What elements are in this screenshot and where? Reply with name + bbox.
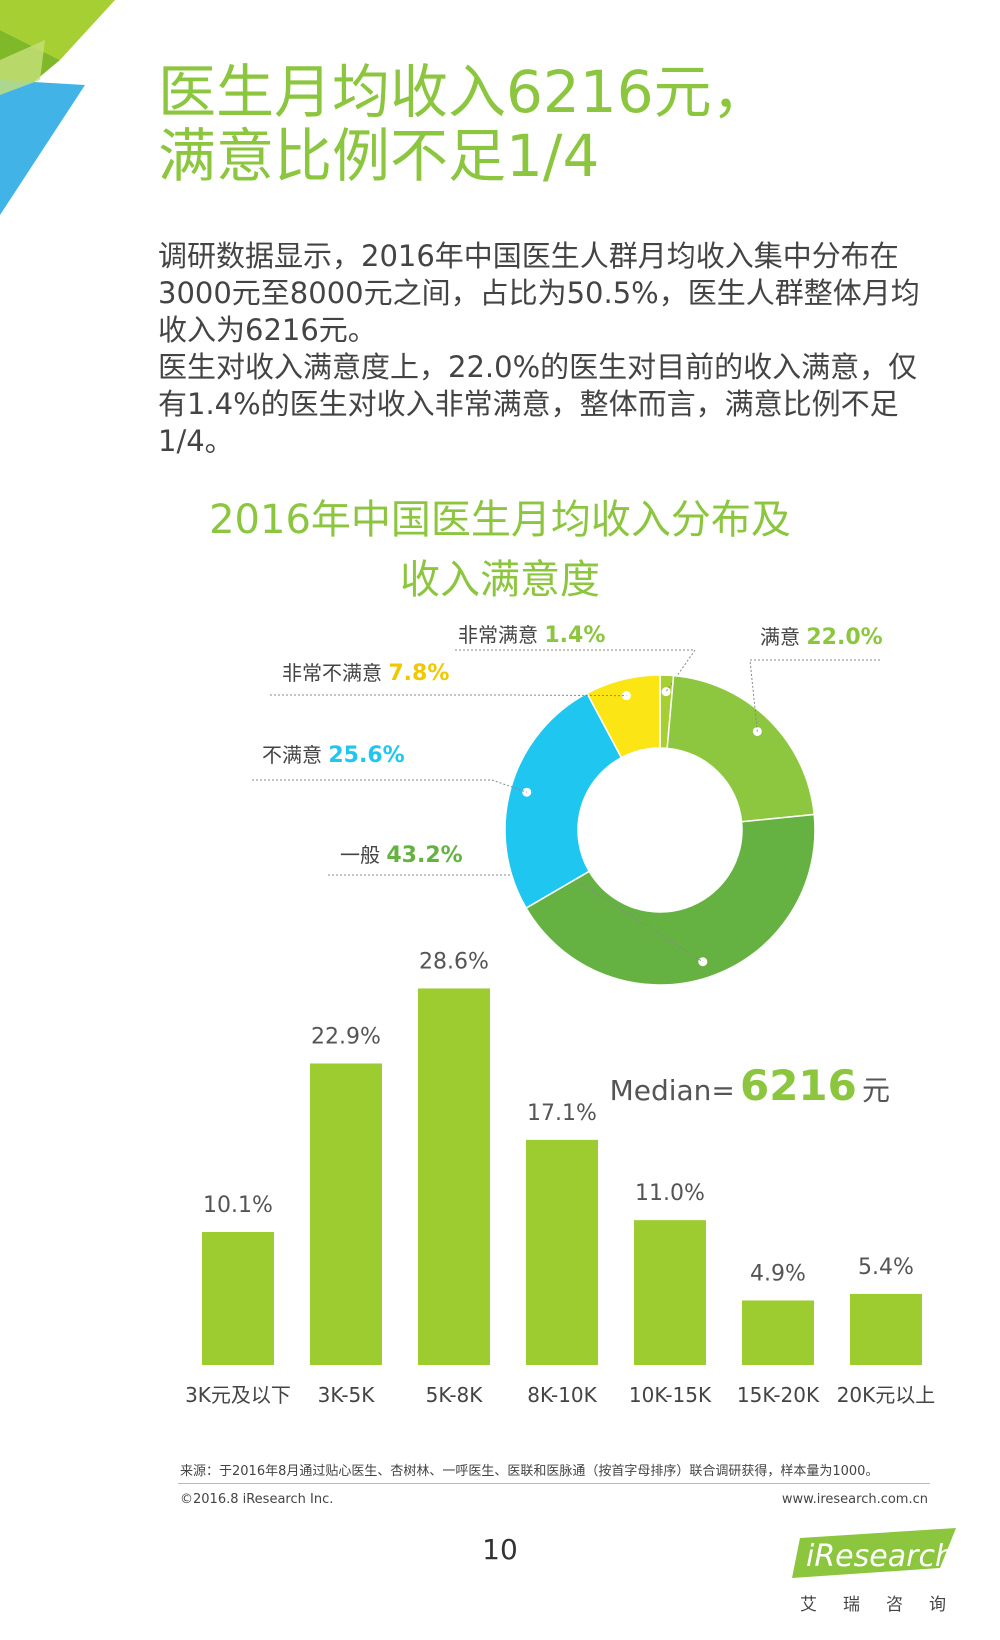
intro-text: 调研数据显示，2016年中国医生人群月均收入集中分布在3000元至8000元之间…	[158, 238, 938, 460]
page-number: 10	[482, 1533, 518, 1566]
donut-label-4: 不满意 25.6%	[262, 743, 405, 768]
footer-divider	[178, 1483, 930, 1484]
donut-label-value-3: 43.2%	[386, 843, 462, 868]
corner-decoration	[0, 0, 115, 215]
bar-2	[310, 1063, 382, 1365]
bar-category-label-4: 8K-10K	[527, 1383, 597, 1407]
donut-slice-3	[525, 813, 816, 986]
median-label: Median= 6216 元	[610, 1061, 890, 1110]
donut-leader-5	[270, 694, 627, 697]
bar-category-label-5: 10K-15K	[629, 1383, 712, 1407]
bar-value-label-4: 17.1%	[527, 1101, 597, 1126]
donut-slice-4	[504, 692, 623, 910]
donut-label-name-3: 一般	[340, 843, 386, 867]
bar-1	[202, 1232, 274, 1365]
intro-paragraph-2: 医生对收入满意度上，22.0%的医生对目前的收入满意，仅有1.4%的医生对收入非…	[158, 350, 918, 458]
source-note: 来源：于2016年8月通过贴心医生、杏树林、一呼医生、医联和医脉通（按首字母排序…	[180, 1464, 879, 1479]
logo-subtitle: 艾瑞咨询	[800, 1595, 972, 1615]
bar-value-label-7: 5.4%	[858, 1255, 914, 1280]
bar-category-label-3: 5K-8K	[426, 1383, 484, 1407]
chart-title: 2016年中国医生月均收入分布及 收入满意度	[209, 497, 791, 603]
median-prefix: Median=	[610, 1074, 735, 1107]
bar-category-label-7: 20K元以上	[837, 1383, 936, 1407]
donut-label-3: 一般 43.2%	[340, 843, 463, 868]
bar-category-label-1: 3K元及以下	[185, 1383, 291, 1407]
donut-label-5: 非常不满意 7.8%	[282, 661, 449, 686]
median-unit: 元	[862, 1074, 890, 1107]
donut-label-value-5: 7.8%	[388, 661, 449, 686]
donut-slice-5	[586, 674, 661, 759]
donut-label-value-1: 1.4%	[544, 623, 605, 648]
donut-marker-1	[661, 687, 671, 697]
bar-5	[634, 1220, 706, 1365]
bar-4	[526, 1139, 598, 1365]
donut-label-name-5: 非常不满意	[282, 661, 388, 685]
bar-7	[850, 1293, 922, 1365]
copyright: ©2016.8 iResearch Inc.	[180, 1492, 334, 1507]
iresearch-logo: iResearch	[792, 1528, 956, 1578]
bar-3	[418, 988, 490, 1365]
donut-leader-2	[749, 659, 880, 732]
donut-label-value-2: 22.0%	[806, 625, 882, 650]
bar-6	[742, 1300, 814, 1365]
donut-leader-4	[252, 779, 527, 793]
website-link[interactable]: www.iresearch.com.cn	[781, 1492, 928, 1507]
bar-value-label-2: 22.9%	[311, 1024, 381, 1049]
median-value: 6216	[740, 1061, 857, 1110]
intro-paragraph-1: 调研数据显示，2016年中国医生人群月均收入集中分布在3000元至8000元之间…	[158, 239, 920, 347]
donut-slice-2	[666, 674, 816, 823]
bar-chart: 10.1% 3K元及以下 22.9% 3K-5K 28.6% 5K-8K 17.1% 8K-1…	[185, 949, 935, 1407]
bar-value-label-3: 28.6%	[419, 949, 489, 974]
bar-value-label-6: 4.9%	[750, 1261, 806, 1286]
donut-chart: 非常满意 1.4% 满意 22.0% 一般 43.2% 不满意 25.6% 非常不满意 …	[252, 623, 883, 986]
donut-label-2: 满意 22.0%	[760, 625, 883, 650]
donut-label-value-4: 25.6%	[328, 743, 404, 768]
donut-label-1: 非常满意 1.4%	[458, 623, 605, 648]
donut-label-name-1: 非常满意	[458, 623, 544, 647]
bar-value-label-5: 11.0%	[635, 1181, 705, 1206]
bar-value-label-1: 10.1%	[203, 1193, 273, 1218]
donut-label-name-4: 不满意	[262, 743, 328, 767]
bar-category-label-2: 3K-5K	[318, 1383, 376, 1407]
donut-label-name-2: 满意	[760, 625, 806, 649]
svg-text:iResearch: iResearch	[806, 1539, 954, 1574]
page-title: 医生月均收入6216元， 满意比例不足1/4	[158, 58, 770, 190]
bar-category-label-6: 15K-20K	[737, 1383, 820, 1407]
